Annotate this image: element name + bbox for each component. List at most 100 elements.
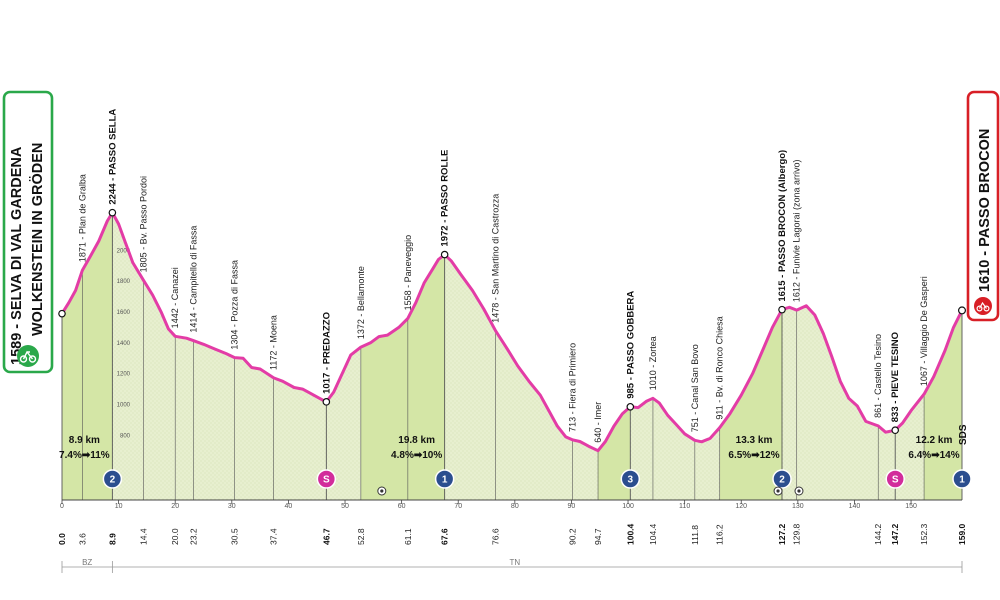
- place-label: 1010 - Zortea: [648, 336, 658, 390]
- feed-zone-dot: [797, 489, 801, 493]
- climb-gradient: 4.8%➡10%: [391, 450, 442, 461]
- climb-shading: [719, 309, 782, 500]
- y-tick-label: 1800: [117, 279, 131, 285]
- region-label: BZ: [82, 558, 92, 567]
- distance-label: 20.0: [170, 528, 180, 545]
- x-axis-tick-label: 40: [285, 503, 293, 510]
- distance-label: 116.2: [715, 524, 725, 545]
- climb-gradient: 7.4%➡11%: [59, 450, 110, 461]
- distance-label: 152.3: [919, 523, 929, 545]
- place-label: 1414 - Campitello di Fassa: [188, 226, 198, 333]
- distance-label: 8.9: [107, 533, 117, 545]
- distance-label: 159.0: [957, 523, 967, 545]
- start-name-line2: WOLKENSTEIN IN GRÖDEN: [29, 143, 46, 336]
- distance-label: 14.4: [139, 528, 149, 545]
- region-label: TN: [509, 558, 520, 567]
- distance-label: 46.7: [321, 528, 331, 545]
- distance-label: 100.4: [625, 523, 635, 545]
- distance-label: 0.0: [57, 533, 67, 545]
- x-axis-tick-label: 140: [849, 503, 861, 510]
- x-axis-tick-label: 90: [568, 503, 576, 510]
- climb-length: 8.9 km: [69, 435, 100, 446]
- place-label: 1805 - Bv. Passo Pordoi: [139, 176, 149, 272]
- place-label: 1172 - Moena: [269, 315, 279, 370]
- x-axis-tick-label: 0: [60, 503, 64, 510]
- place-label: 2244 - PASSO SELLA: [107, 109, 118, 205]
- summit-dot: [322, 398, 331, 406]
- sprint-label: S: [323, 475, 330, 486]
- sprint-icon: [316, 469, 337, 489]
- distance-label: 52.8: [356, 528, 366, 545]
- y-tick-label: 1200: [117, 372, 131, 378]
- distance-label: 147.2: [890, 523, 900, 545]
- climb-shading: [360, 254, 445, 500]
- climb-gradient: 6.5%➡12%: [728, 450, 779, 461]
- distance-label: 104.4: [648, 523, 658, 545]
- summit-dot: [778, 305, 786, 314]
- climb-gradient: 6.4%➡14%: [908, 450, 959, 461]
- distance-label: 37.4: [269, 528, 279, 545]
- climb-length: 12.2 km: [916, 435, 953, 446]
- sprint-label: S: [892, 475, 899, 486]
- summit-dot: [891, 426, 900, 435]
- start-name-line1: SELVA DI VAL GARDENA: [9, 146, 25, 320]
- climb-shading: [924, 310, 962, 500]
- x-axis-tick-label: 70: [454, 503, 462, 510]
- x-axis-tick-label: 150: [905, 503, 917, 510]
- x-axis-tick-label: 130: [792, 503, 804, 510]
- x-axis-tick-label: 80: [511, 503, 519, 510]
- x-axis-tick-label: 100: [622, 503, 634, 510]
- distance-label: 144.2: [873, 523, 883, 545]
- start-dot: [58, 309, 66, 318]
- y-tick-label: 2000: [117, 248, 131, 254]
- x-axis-tick-label: 60: [398, 503, 406, 510]
- feed-zone-dot: [380, 489, 384, 493]
- place-label: 833 - PIEVE TESINO: [890, 332, 901, 422]
- finish-dot: [957, 306, 966, 315]
- place-label: 1871 - Plan de Gralba: [77, 174, 87, 262]
- distance-label: 76.6: [491, 528, 501, 545]
- finish-name: PASSO BROCON: [977, 129, 993, 247]
- y-tick-label: 800: [120, 433, 131, 439]
- place-label: 1372 - Bellamonte: [356, 266, 366, 339]
- distance-label: 23.2: [188, 528, 198, 545]
- finish-box: 1610 - PASSO BROCON: [966, 90, 1000, 322]
- climb-category-icon: [102, 469, 123, 489]
- climb-category-icon: [434, 469, 455, 489]
- finish-box-frame: [966, 90, 1000, 322]
- distance-label: 67.6: [440, 528, 450, 545]
- climb-category-icon: [772, 469, 792, 489]
- climb-category-label: 1: [442, 475, 448, 486]
- start-box-frame: [2, 90, 54, 374]
- sprint-icon: [885, 469, 905, 489]
- place-label: 1017 - PREDAZZO: [321, 312, 332, 394]
- place-label: 911 - Bv. di Ronco Chiesa: [715, 316, 725, 419]
- climb-category-label: 2: [779, 475, 785, 486]
- distance-label: 30.5: [230, 528, 240, 545]
- climb-category-icon: [952, 469, 972, 489]
- place-label: 751 - Canal San Bovo: [690, 344, 700, 432]
- place-label: 713 - Fiera di Primiero: [568, 343, 578, 432]
- place-label: 1304 - Pozza di Fassa: [230, 260, 240, 350]
- finish-label: 1610 - PASSO BROCON: [977, 129, 993, 292]
- profile-line: [60, 211, 964, 453]
- climb-category-icon: [620, 469, 641, 489]
- place-label: 1558 - Paneveggio: [403, 235, 413, 311]
- place-label: 985 - PASSO GOBBERA: [625, 291, 636, 399]
- place-label: 861 - Castello Tesino: [873, 334, 883, 418]
- climb-category-label: 3: [628, 475, 634, 486]
- start-bike-icon: [17, 345, 39, 367]
- feed-zone-dot: [776, 489, 780, 493]
- distance-label: 127.2: [777, 523, 787, 545]
- x-axis-tick-label: 50: [341, 503, 349, 510]
- distance-label: 90.2: [568, 528, 578, 545]
- place-label: 1067 - Villaggio De Gasperi: [919, 276, 929, 386]
- place-label: 640 - Imer: [593, 402, 603, 443]
- climb-shading: [62, 212, 113, 500]
- x-axis-tick-label: 30: [228, 503, 236, 510]
- y-tick-label: 1600: [117, 310, 131, 316]
- distance-label: 129.8: [792, 523, 802, 545]
- start-box: 1589 - SELVA DI VAL GARDENA WOLKENSTEIN …: [2, 90, 54, 374]
- sds-label: SDS: [958, 424, 969, 445]
